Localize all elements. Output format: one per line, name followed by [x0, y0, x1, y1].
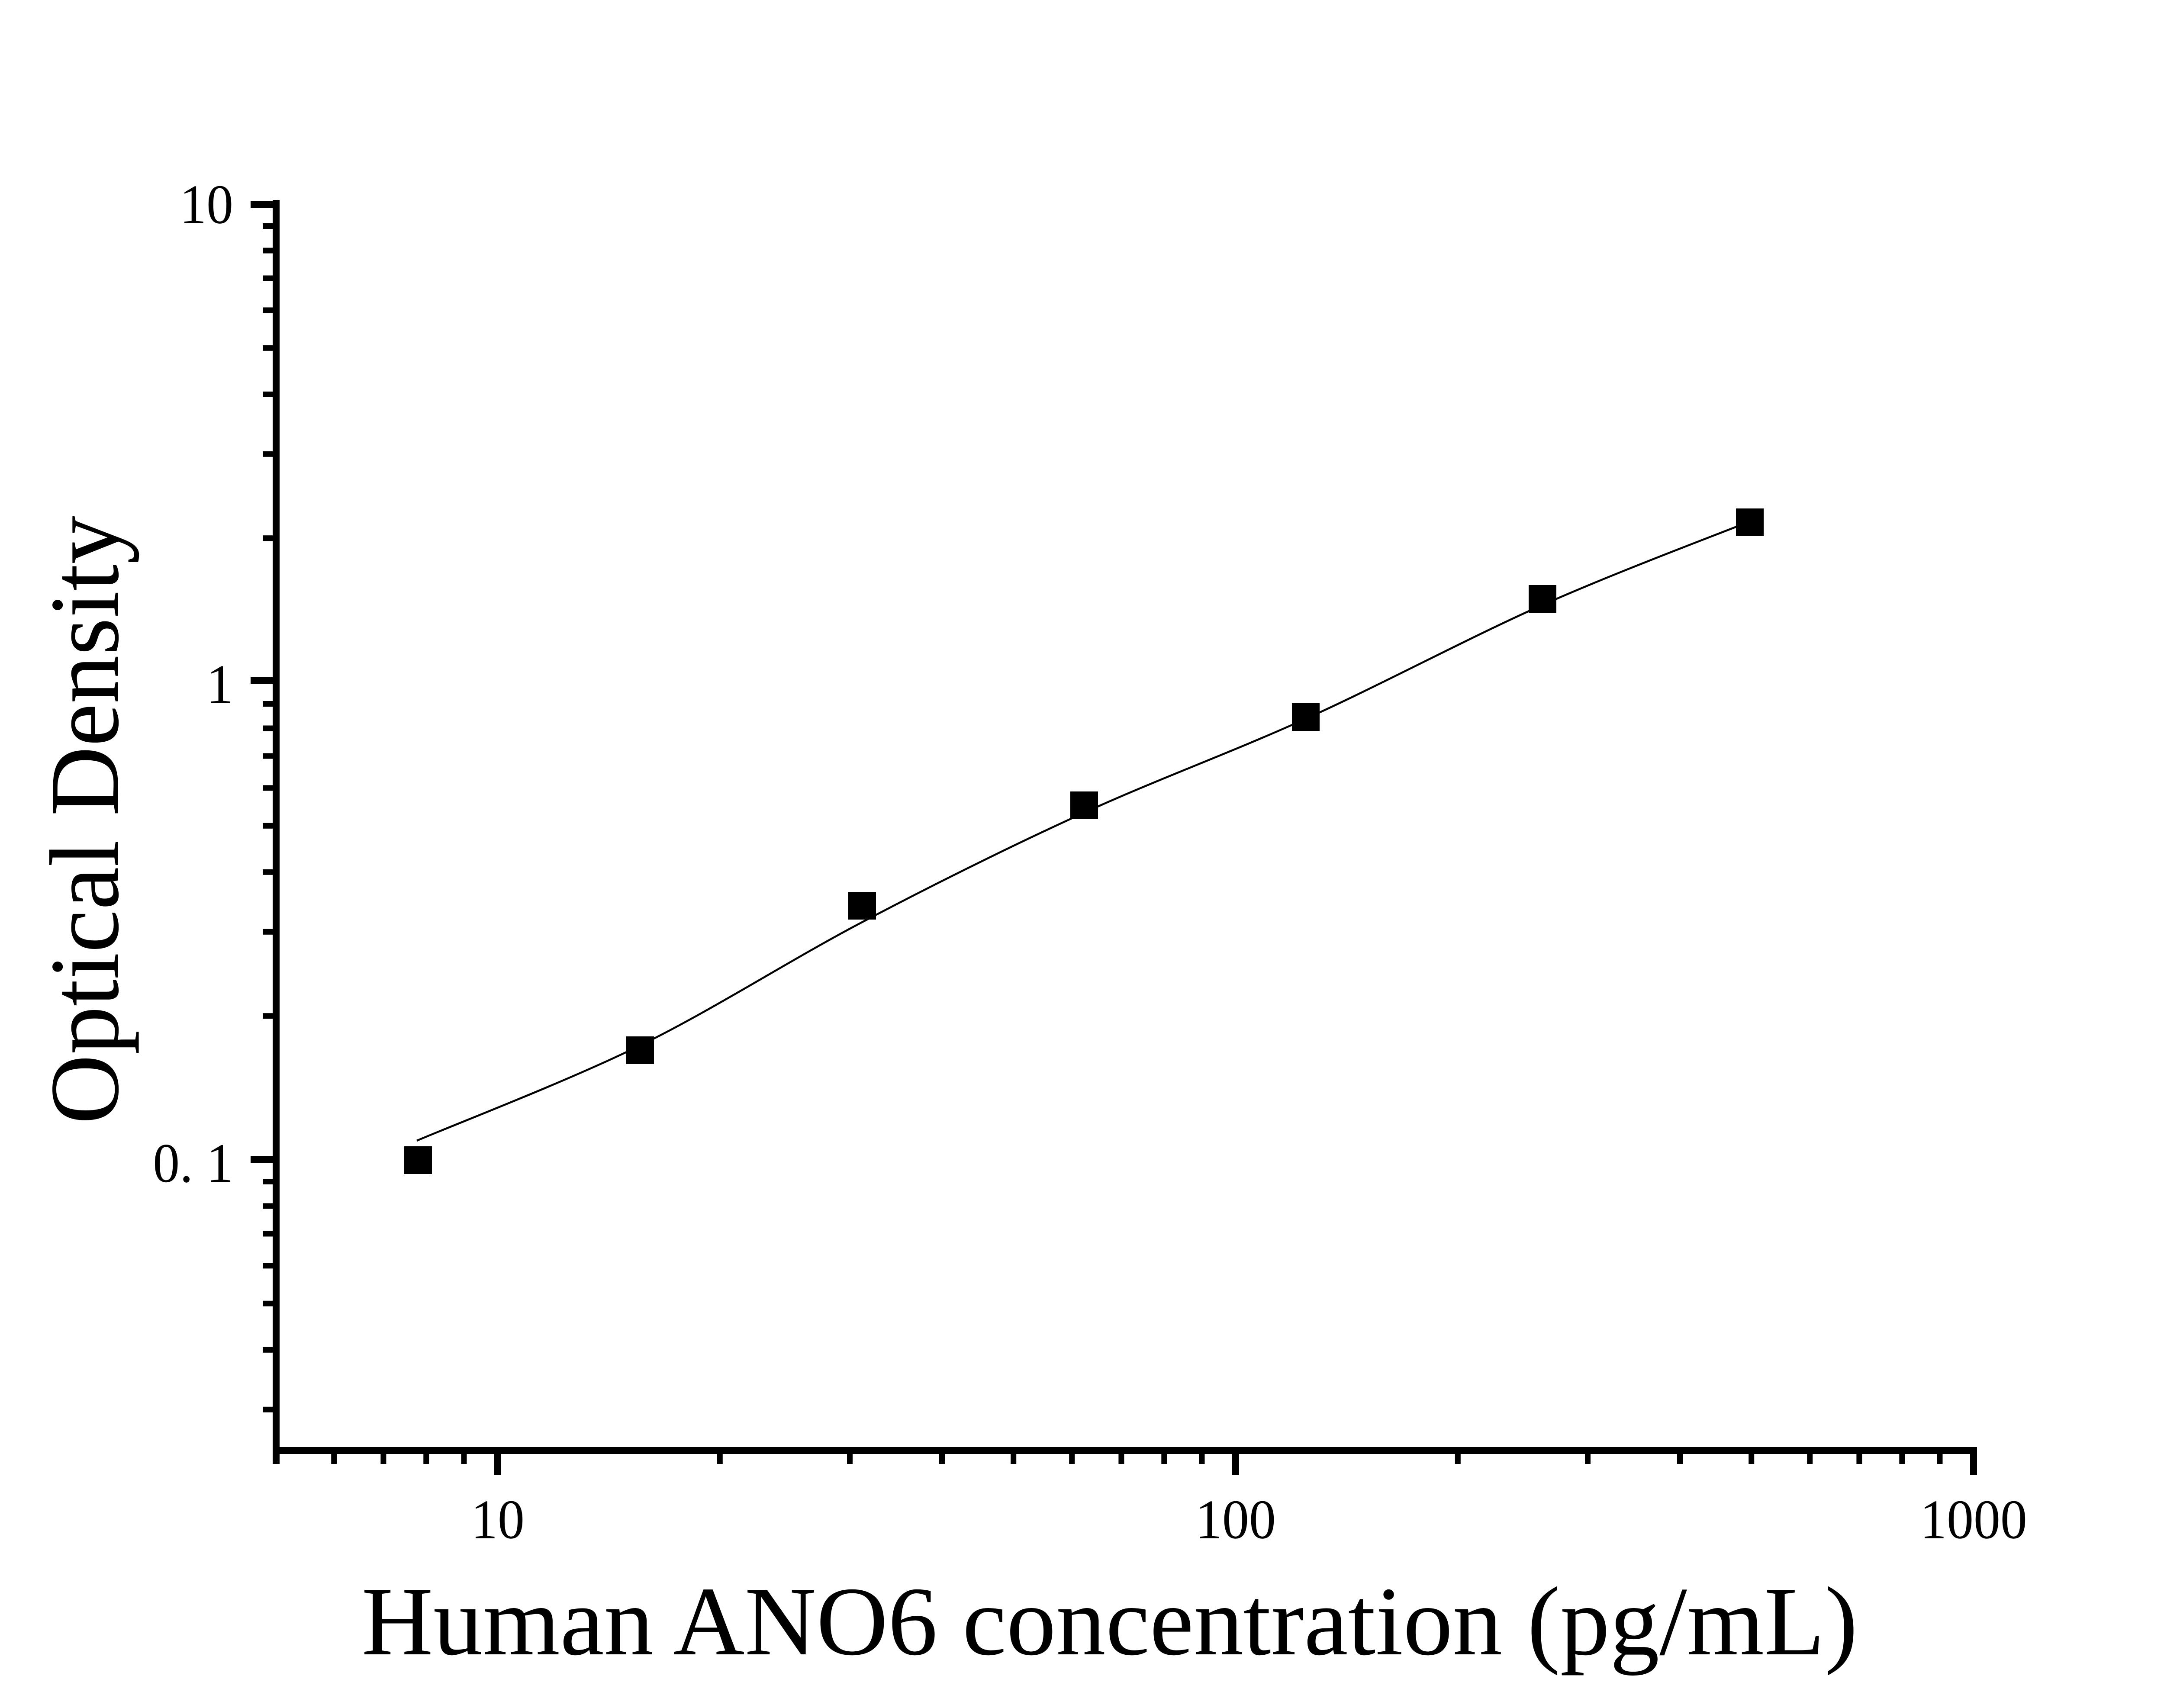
svg-text:10: 10: [180, 174, 233, 235]
svg-text:100: 100: [1195, 1489, 1276, 1550]
svg-text:1: 1: [206, 653, 233, 715]
svg-text:1000: 1000: [1920, 1489, 2027, 1550]
svg-text:10: 10: [471, 1489, 525, 1550]
svg-text:Human ANO6 concentration (pg/m: Human ANO6 concentration (pg/mL): [361, 1567, 1858, 1676]
svg-text:Optical Density: Optical Density: [30, 516, 139, 1124]
svg-text:0. 1: 0. 1: [153, 1132, 233, 1194]
